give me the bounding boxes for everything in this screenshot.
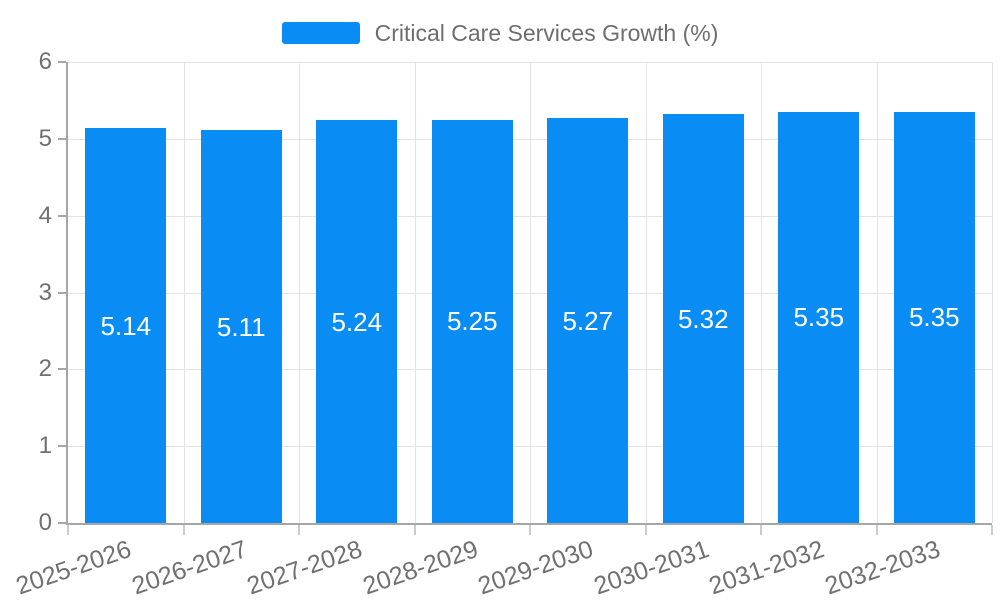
- bar-cell: 5.32: [646, 62, 762, 523]
- x-axis-tick-label: 2026-2027: [128, 535, 251, 600]
- bar[interactable]: 5.11: [200, 130, 282, 523]
- legend-label: Critical Care Services Growth (%): [374, 20, 719, 46]
- y-axis-tick: [58, 138, 66, 140]
- bar-cell: 5.27: [530, 62, 646, 523]
- bar-value-label: 5.35: [908, 302, 960, 333]
- x-axis-tick: [645, 525, 647, 535]
- bar-value-label: 5.24: [331, 306, 383, 337]
- bar-cell: 5.11: [184, 62, 300, 523]
- y-axis-tick: [58, 445, 66, 447]
- bar[interactable]: 5.25: [431, 119, 513, 523]
- y-axis-tick-label: 0: [38, 509, 52, 536]
- y-axis-tick-label: 3: [38, 279, 52, 306]
- x-axis-tick: [529, 525, 531, 535]
- bar-cell: 5.25: [415, 62, 531, 523]
- x-axis-tick: [298, 525, 300, 535]
- bar-value-label: 5.27: [562, 305, 614, 336]
- x-axis-tick-label: 2028-2029: [359, 535, 482, 600]
- bar-cell: 5.24: [299, 62, 415, 523]
- x-axis-tick: [760, 525, 762, 535]
- bar-value-label: 5.32: [677, 303, 729, 334]
- bar[interactable]: 5.35: [893, 111, 975, 523]
- bar-value-label: 5.14: [100, 310, 152, 341]
- bar-series: 5.14 5.11 5.24 5.25 5.27 5.32 5.35 5.35: [68, 62, 992, 523]
- x-axis-tick-label: 2029-2030: [474, 535, 597, 600]
- x-axis-tick: [183, 525, 185, 535]
- legend[interactable]: Critical Care Services Growth (%): [0, 20, 1000, 46]
- bar[interactable]: 5.14: [85, 128, 167, 523]
- bar-cell: 5.14: [68, 62, 184, 523]
- legend-swatch-icon: [281, 22, 360, 44]
- x-axis-tick-label: 2030-2031: [590, 535, 713, 600]
- x-axis-tick: [876, 525, 878, 535]
- y-axis-tick-label: 4: [38, 202, 52, 229]
- x-axis-tick-label: 2031-2032: [705, 535, 828, 600]
- y-axis-tick-label: 6: [38, 48, 52, 75]
- x-axis-line: [66, 523, 992, 525]
- y-axis-tick-label: 5: [38, 125, 52, 152]
- x-axis-tick: [67, 525, 69, 535]
- bar-value-label: 5.11: [216, 311, 266, 342]
- bar[interactable]: 5.24: [316, 120, 398, 523]
- x-axis-tick: [414, 525, 416, 535]
- y-axis-tick-label: 2: [38, 355, 52, 382]
- bar-cell: 5.35: [877, 62, 993, 523]
- bar[interactable]: 5.32: [662, 114, 744, 523]
- y-axis-tick-label: 1: [38, 432, 52, 459]
- bar-value-label: 5.35: [793, 302, 845, 333]
- x-axis-tick-label: 2032-2033: [821, 535, 944, 600]
- x-axis-tick: [991, 525, 993, 535]
- y-axis-tick: [58, 368, 66, 370]
- bar[interactable]: 5.35: [778, 111, 860, 523]
- bar[interactable]: 5.27: [547, 118, 629, 523]
- bar-cell: 5.35: [761, 62, 877, 523]
- x-axis-tick-label: 2025-2026: [12, 535, 135, 600]
- y-axis-tick: [58, 292, 66, 294]
- bar-value-label: 5.25: [446, 306, 498, 337]
- y-axis-tick: [58, 522, 66, 524]
- x-axis-tick-label: 2027-2028: [243, 535, 366, 600]
- y-axis-tick: [58, 61, 66, 63]
- y-axis-tick: [58, 215, 66, 217]
- gridline-vertical: [992, 62, 993, 523]
